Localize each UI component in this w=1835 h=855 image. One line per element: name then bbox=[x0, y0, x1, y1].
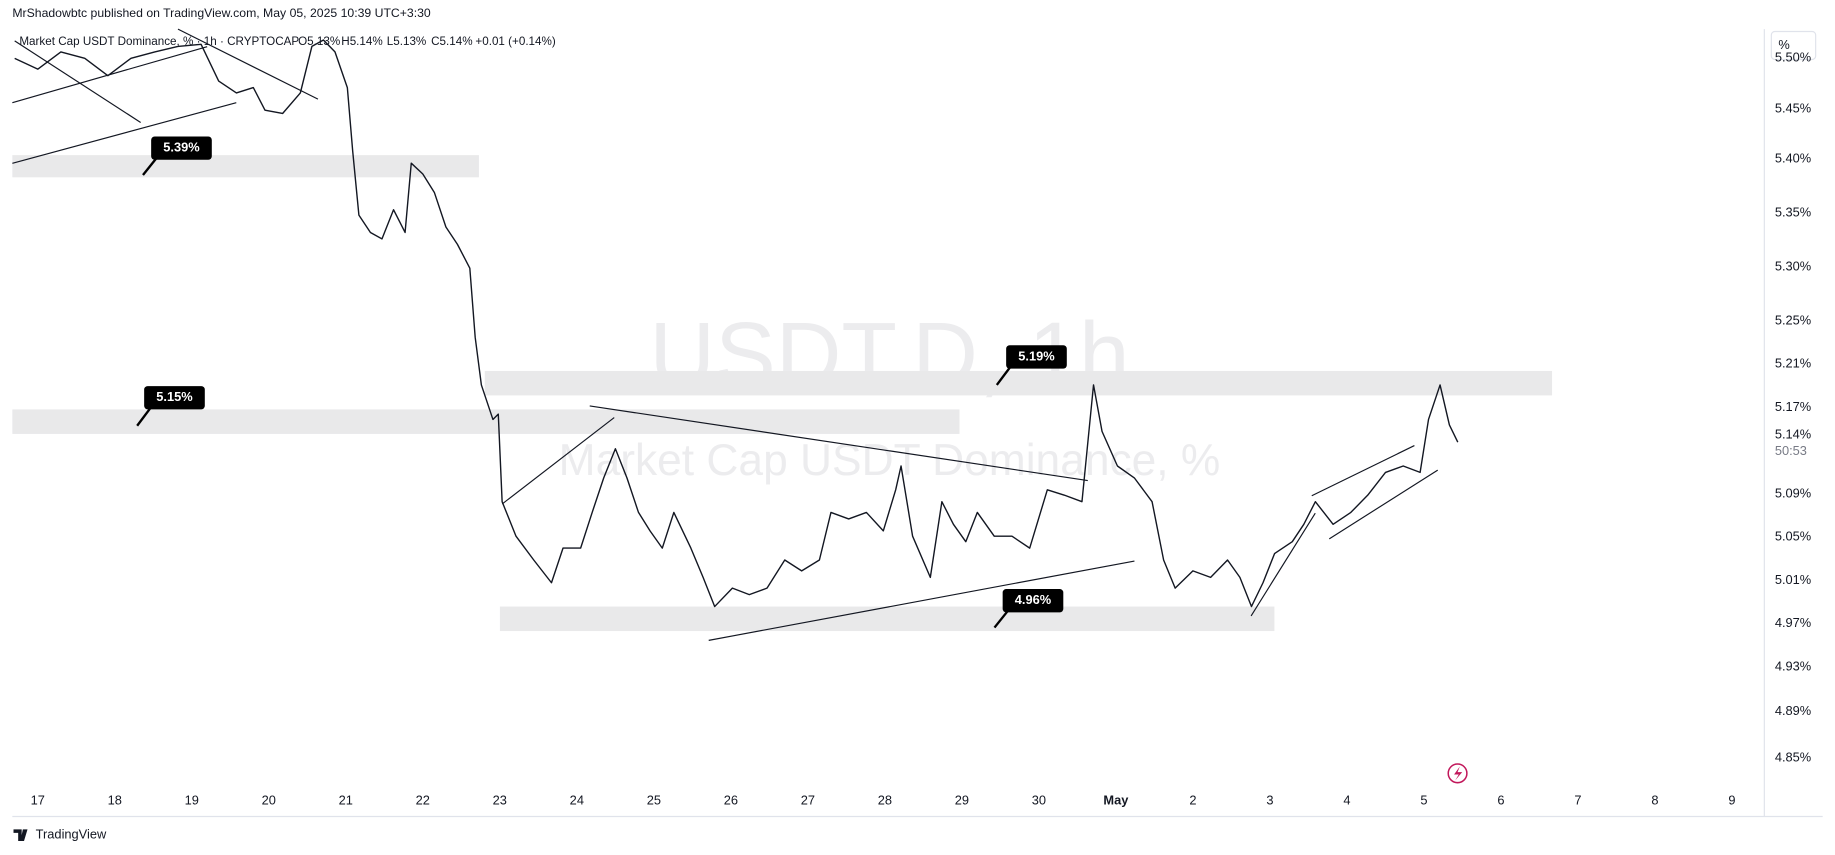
annotation: 5.15% bbox=[136, 386, 205, 427]
drawings bbox=[12, 28, 1439, 641]
watermark-subtitle: Market Cap USDT Dominance, % bbox=[559, 436, 1221, 485]
x-tick-label: 6 bbox=[1497, 793, 1504, 808]
x-tick-label: 2 bbox=[1189, 793, 1196, 808]
x-tick-label: 4 bbox=[1343, 793, 1350, 808]
y-tick-label: 5.40% bbox=[1775, 150, 1811, 165]
x-tick-label: 26 bbox=[724, 793, 738, 808]
logo bbox=[13, 829, 28, 842]
ohlc-change: +0.01 (+0.14%) bbox=[475, 35, 555, 48]
axis-unit[interactable]: % bbox=[1778, 37, 1789, 52]
zone bbox=[12, 155, 479, 178]
footer: TradingView bbox=[36, 827, 107, 842]
x-tick-label: 9 bbox=[1728, 793, 1735, 808]
annotation-label: 5.15% bbox=[156, 389, 193, 404]
annotation-label: 4.96% bbox=[1015, 592, 1052, 607]
annotation: 4.96% bbox=[993, 589, 1064, 629]
publish-header: MrShadowbtc published on TradingView.com… bbox=[12, 6, 431, 20]
y-tick-label: 5.21% bbox=[1775, 356, 1811, 371]
y-tick-label: 5.50% bbox=[1775, 50, 1811, 65]
x-tick-label: 25 bbox=[647, 793, 661, 808]
x-tick-label: 21 bbox=[339, 793, 353, 808]
zone bbox=[499, 606, 1275, 632]
x-tick-label: 19 bbox=[185, 793, 199, 808]
y-tick-label: 5.45% bbox=[1775, 101, 1811, 116]
x-tick-label: 7 bbox=[1574, 793, 1581, 808]
x-tick-label: 18 bbox=[108, 793, 122, 808]
x-tick-label: 29 bbox=[955, 793, 969, 808]
y-tick-label: 5.30% bbox=[1775, 258, 1811, 273]
y-tick-label: 5.25% bbox=[1775, 312, 1811, 327]
x-tick-label: 23 bbox=[493, 793, 507, 808]
zone bbox=[12, 409, 960, 434]
x-tick-label: 22 bbox=[416, 793, 430, 808]
y-tick-label: 5.01% bbox=[1775, 572, 1811, 587]
y-tick-label: 5.09% bbox=[1775, 485, 1811, 500]
x-tick-label: 3 bbox=[1266, 793, 1273, 808]
y-tick-label: 4.93% bbox=[1775, 658, 1811, 673]
price-label: 5.14% bbox=[1775, 426, 1811, 441]
ohlc-low: L5.13% bbox=[387, 35, 427, 48]
symbol-line: Market Cap USDT Dominance, % · 1h · CRYP… bbox=[19, 35, 299, 48]
annotation: 5.39% bbox=[142, 136, 212, 176]
x-tick-label: 27 bbox=[801, 793, 815, 808]
countdown: 50:53 bbox=[1775, 443, 1807, 458]
ohlc-high: H5.14% bbox=[341, 35, 382, 48]
price-line bbox=[14, 39, 1459, 608]
annotation-label: 5.39% bbox=[163, 140, 200, 155]
y-tick-label: 5.35% bbox=[1775, 204, 1811, 219]
x-tick-label: 8 bbox=[1651, 793, 1658, 808]
y-tick-label: 4.85% bbox=[1775, 749, 1811, 764]
y-tick-label: 5.05% bbox=[1775, 529, 1811, 544]
x-tick-label: 30 bbox=[1032, 793, 1046, 808]
y-tick-label: 4.89% bbox=[1775, 703, 1811, 718]
annotation-label: 5.19% bbox=[1018, 348, 1055, 363]
x-tick-label: 20 bbox=[262, 793, 276, 808]
zone bbox=[484, 370, 1553, 396]
x-tick-label: 28 bbox=[878, 793, 892, 808]
x-tick-label: 5 bbox=[1420, 793, 1427, 808]
annotation: 5.19% bbox=[995, 345, 1067, 386]
x-tick-label: 24 bbox=[570, 793, 584, 808]
unit-box[interactable] bbox=[1770, 30, 1817, 61]
x-tick-label: 17 bbox=[31, 793, 45, 808]
y-tick-label: 4.97% bbox=[1775, 615, 1811, 630]
y-tick-label: 5.17% bbox=[1775, 399, 1811, 414]
alert-icon[interactable] bbox=[1447, 763, 1468, 784]
x-tick-label: May bbox=[1103, 793, 1129, 808]
ohlc-close: C5.14% bbox=[431, 35, 472, 48]
